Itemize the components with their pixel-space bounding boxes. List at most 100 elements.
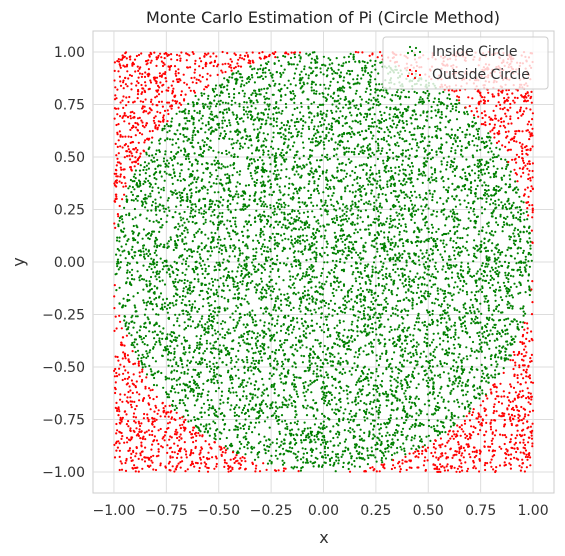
point-inside — [316, 144, 319, 147]
point-inside — [134, 177, 137, 180]
point-inside — [353, 465, 356, 468]
point-inside — [262, 411, 265, 415]
point-inside — [319, 369, 322, 372]
point-inside — [132, 199, 135, 202]
point-inside — [298, 205, 301, 209]
point-inside — [475, 279, 478, 282]
point-inside — [362, 310, 365, 313]
point-inside — [245, 432, 248, 435]
point-inside — [467, 211, 471, 214]
point-inside — [239, 85, 242, 88]
point-inside — [181, 191, 184, 195]
point-inside — [395, 294, 398, 297]
point-inside — [383, 119, 386, 123]
point-inside — [352, 271, 355, 274]
point-inside — [500, 335, 503, 338]
point-inside — [382, 159, 385, 162]
point-inside — [467, 253, 470, 256]
point-inside — [115, 239, 119, 242]
point-inside — [144, 177, 148, 180]
point-inside — [248, 97, 251, 100]
point-inside — [205, 423, 208, 426]
point-inside — [259, 233, 262, 236]
point-inside — [377, 416, 380, 419]
point-inside — [235, 451, 239, 454]
point-inside — [387, 365, 390, 368]
point-inside — [459, 318, 462, 322]
point-inside — [336, 72, 339, 75]
point-inside — [273, 412, 276, 415]
point-inside — [392, 268, 395, 271]
point-inside — [191, 101, 194, 104]
point-inside — [196, 162, 199, 165]
point-inside — [389, 184, 392, 188]
point-inside — [283, 293, 286, 296]
point-inside — [301, 466, 304, 469]
point-inside — [236, 428, 240, 431]
point-inside — [436, 127, 439, 130]
point-inside — [334, 368, 337, 371]
point-inside — [359, 133, 362, 137]
point-inside — [131, 245, 134, 248]
point-inside — [186, 119, 189, 122]
point-inside — [446, 262, 449, 265]
point-inside — [313, 438, 316, 441]
point-inside — [238, 105, 241, 108]
point-inside — [283, 206, 286, 209]
point-inside — [197, 176, 200, 179]
point-inside — [427, 290, 430, 293]
point-inside — [204, 124, 208, 127]
point-inside — [354, 203, 357, 206]
point-inside — [342, 461, 345, 464]
point-inside — [505, 328, 508, 331]
point-inside — [493, 260, 496, 263]
point-inside — [304, 369, 307, 373]
point-inside — [432, 338, 435, 341]
point-inside — [229, 164, 232, 167]
point-inside — [253, 89, 256, 92]
point-inside — [359, 112, 362, 115]
point-inside — [190, 194, 193, 197]
point-inside — [298, 54, 301, 57]
point-inside — [457, 401, 460, 404]
point-inside — [235, 114, 238, 117]
point-inside — [464, 171, 467, 174]
point-inside — [273, 287, 276, 291]
point-inside — [490, 230, 493, 233]
point-inside — [459, 279, 462, 282]
point-inside — [316, 365, 319, 368]
point-inside — [335, 214, 338, 217]
point-inside — [323, 237, 326, 240]
point-inside — [455, 370, 458, 373]
point-inside — [297, 209, 300, 213]
point-inside — [370, 275, 373, 278]
point-inside — [256, 346, 259, 349]
point-inside — [375, 354, 378, 357]
point-inside — [270, 323, 274, 326]
point-inside — [395, 423, 399, 427]
point-inside — [240, 411, 243, 414]
point-inside — [303, 83, 306, 86]
point-inside — [232, 278, 235, 281]
point-inside — [189, 325, 192, 328]
point-inside — [466, 249, 469, 252]
point-inside — [171, 176, 174, 179]
point-inside — [302, 330, 305, 333]
point-inside — [191, 139, 194, 142]
point-inside — [428, 140, 431, 143]
point-inside — [446, 97, 449, 100]
point-inside — [295, 393, 299, 396]
point-inside — [457, 382, 460, 385]
point-inside — [457, 336, 460, 339]
point-inside — [165, 271, 168, 274]
point-inside — [342, 418, 345, 422]
point-inside — [183, 229, 186, 232]
point-inside — [442, 331, 445, 334]
point-inside — [419, 329, 422, 332]
point-inside — [316, 408, 319, 411]
point-inside — [354, 92, 357, 95]
point-inside — [381, 192, 384, 196]
point-inside — [401, 353, 405, 356]
point-inside — [431, 231, 434, 234]
point-inside — [436, 401, 439, 405]
